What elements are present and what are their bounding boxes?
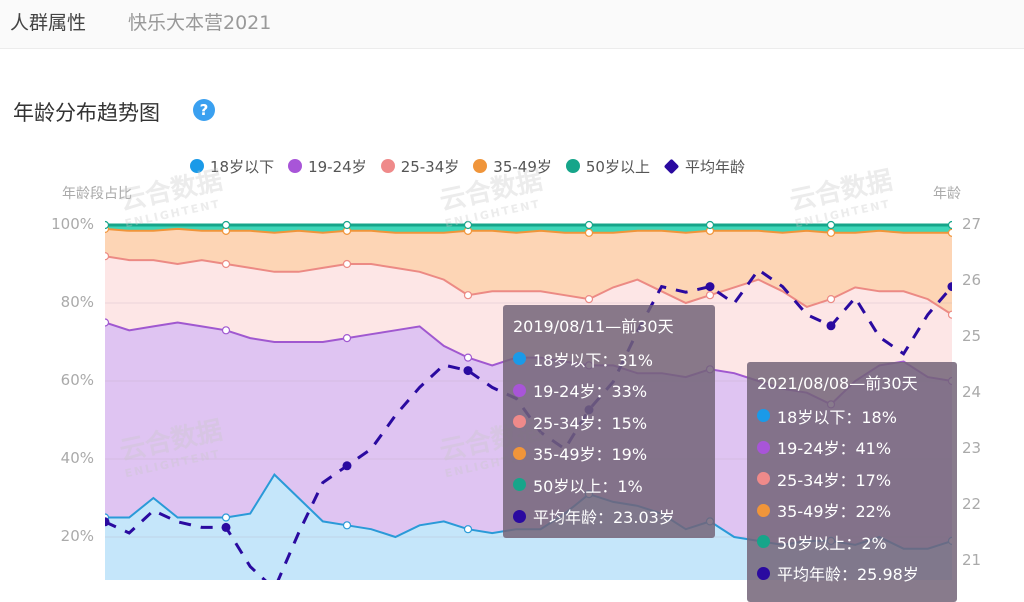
tooltip-row: 18岁以下：31% bbox=[513, 343, 705, 375]
breadcrumb-section[interactable]: 人群属性 bbox=[10, 12, 87, 34]
tooltip-row: 35-49岁：22% bbox=[757, 495, 947, 527]
left-axis-tick: 40% bbox=[60, 449, 94, 467]
left-axis-tick: 20% bbox=[60, 527, 94, 545]
legend-item[interactable]: 18岁以下 bbox=[190, 156, 274, 177]
tooltip-value: 35-49岁：22% bbox=[777, 502, 892, 522]
series-dot-icon bbox=[757, 503, 770, 517]
legend-label: 25-34岁 bbox=[400, 157, 460, 176]
tooltip-value: 25-34岁：17% bbox=[777, 470, 892, 490]
tooltip-2019: 2019/08/11—前30天 18岁以下：31% 19-24岁：33% 25-34… bbox=[503, 305, 715, 538]
series-dot-icon bbox=[757, 472, 770, 486]
right-axis-tick: 25 bbox=[962, 327, 982, 345]
tooltip-row: 平均年龄：23.03岁 bbox=[513, 501, 705, 533]
legend-circle-icon bbox=[380, 159, 395, 173]
right-axis-tick: 21 bbox=[962, 551, 982, 569]
legend-item[interactable]: 25-34岁 bbox=[380, 156, 460, 177]
left-axis-tick: 60% bbox=[60, 371, 94, 389]
legend-circle-icon bbox=[288, 159, 303, 173]
tooltip-value: 18岁以下：31% bbox=[533, 350, 653, 370]
chart-title: 年龄分布趋势图 bbox=[13, 101, 160, 125]
legend-item[interactable]: 50岁以上 bbox=[565, 156, 650, 177]
chart-legend: 18岁以下 19-24岁 25-34岁 35-49岁 50岁以上 平均年龄 bbox=[190, 155, 759, 177]
tooltip-row: 25-34岁：15% bbox=[513, 406, 705, 438]
tooltip-row: 50岁以上：1% bbox=[513, 469, 705, 501]
legend-item[interactable]: 平均年龄 bbox=[663, 156, 745, 177]
tooltip-row: 35-49岁：19% bbox=[513, 438, 705, 470]
tooltip-title: 2019/08/11—前30天 bbox=[513, 317, 674, 336]
tooltip-row: 平均年龄：25.98岁 bbox=[757, 558, 947, 590]
tooltip-value: 50岁以上：2% bbox=[777, 533, 887, 553]
right-axis-tick: 26 bbox=[962, 271, 982, 289]
legend-label: 35-49岁 bbox=[493, 157, 552, 176]
legend-circle-icon bbox=[190, 159, 204, 173]
legend-item[interactable]: 19-24岁 bbox=[288, 156, 367, 177]
series-dot-icon bbox=[513, 446, 526, 460]
series-dot-icon bbox=[513, 352, 526, 366]
left-axis-tick: 80% bbox=[60, 293, 94, 311]
tooltip-value: 19-24岁：33% bbox=[533, 382, 648, 402]
left-axis-tick: 100% bbox=[51, 215, 94, 233]
series-dot-icon bbox=[757, 566, 770, 580]
right-axis-tick: 23 bbox=[962, 439, 982, 457]
series-dot-icon bbox=[513, 509, 526, 523]
right-axis-tick: 24 bbox=[962, 383, 982, 401]
breadcrumb-bar: 人群属性 快乐大本营2021 bbox=[0, 0, 1024, 49]
series-dot-icon bbox=[513, 383, 526, 397]
tooltip-value: 平均年龄：23.03岁 bbox=[533, 508, 675, 528]
tooltip-row: 50岁以上：2% bbox=[757, 526, 947, 558]
question-circle-icon[interactable]: ? bbox=[193, 99, 215, 121]
tooltip-value: 25-34岁：15% bbox=[533, 413, 648, 433]
series-dot-icon bbox=[757, 409, 770, 423]
tooltip-value: 18岁以下：18% bbox=[777, 407, 897, 427]
legend-label: 平均年龄 bbox=[684, 157, 745, 176]
tooltip-title: 2021/08/08—前30天 bbox=[757, 374, 918, 393]
series-dot-icon bbox=[513, 478, 526, 492]
tooltip-row: 19-24岁：41% bbox=[757, 432, 947, 464]
right-axis-tick: 27 bbox=[962, 215, 982, 233]
breadcrumb-account[interactable]: 快乐大本营2021 bbox=[128, 12, 272, 34]
right-axis-title: 年龄 bbox=[933, 186, 961, 202]
tooltip-value: 平均年龄：25.98岁 bbox=[777, 565, 919, 585]
legend-label: 19-24岁 bbox=[308, 157, 367, 176]
tooltip-row: 25-34岁：17% bbox=[757, 463, 947, 495]
right-axis-tick: 22 bbox=[962, 495, 982, 513]
left-axis-title: 年龄段占比 bbox=[62, 186, 132, 202]
legend-item[interactable]: 35-49岁 bbox=[473, 156, 552, 177]
tooltip-value: 19-24岁：41% bbox=[777, 439, 892, 459]
series-dot-icon bbox=[757, 535, 770, 549]
legend-circle-icon bbox=[473, 159, 488, 173]
tooltip-2021: 2021/08/08—前30天 18岁以下：18% 19-24岁：41% 25-34… bbox=[747, 362, 957, 602]
legend-label: 18岁以下 bbox=[210, 157, 275, 176]
tooltip-value: 50岁以上：1% bbox=[533, 476, 643, 496]
series-dot-icon bbox=[757, 440, 770, 454]
tooltip-row: 18岁以下：18% bbox=[757, 400, 947, 432]
series-dot-icon bbox=[513, 415, 526, 429]
tooltip-value: 35-49岁：19% bbox=[533, 445, 648, 465]
tooltip-row: 19-24岁：33% bbox=[513, 375, 705, 407]
legend-label: 50岁以上 bbox=[585, 157, 650, 176]
legend-circle-icon bbox=[565, 159, 580, 173]
